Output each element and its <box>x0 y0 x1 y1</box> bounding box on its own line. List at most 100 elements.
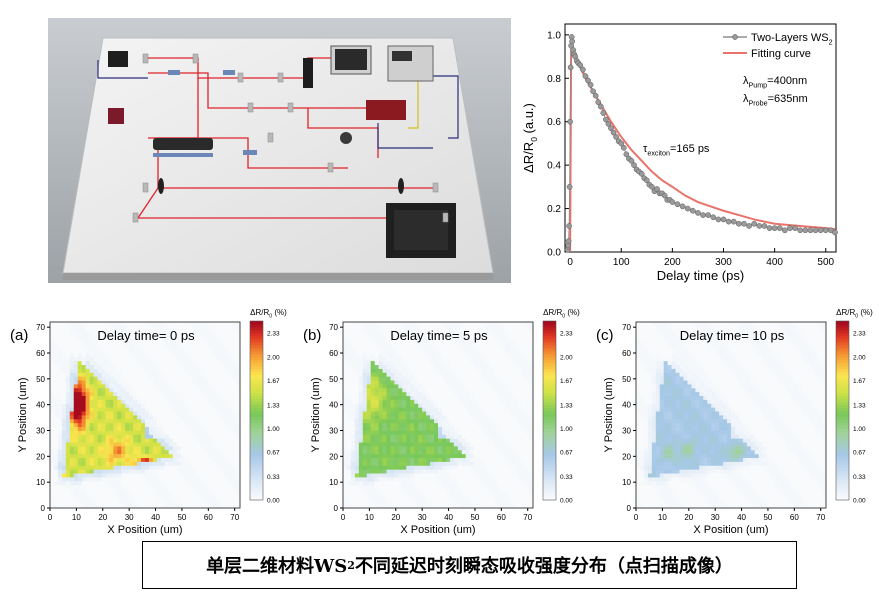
heatmap-cell <box>69 477 75 482</box>
heatmap-cell <box>137 434 142 439</box>
heatmap-cell <box>382 480 387 486</box>
heatmap-cell <box>220 395 225 400</box>
heatmap-cell <box>50 418 55 424</box>
heatmap-cell <box>398 349 403 354</box>
heatmap-cell <box>85 360 90 366</box>
heatmap-cell <box>493 457 498 462</box>
heatmap-cell <box>109 349 114 354</box>
heatmap-cell <box>636 446 641 451</box>
data-point <box>710 214 717 221</box>
heatmap-cell <box>113 341 118 346</box>
heatmap-cell <box>109 415 114 420</box>
heatmap-cell <box>176 360 182 366</box>
heatmap-cell <box>57 395 63 400</box>
heatmap-cell <box>228 415 233 420</box>
heatmap-cell <box>164 442 170 447</box>
heatmap-cell <box>525 322 530 327</box>
heatmap-cell <box>228 500 233 505</box>
heatmap-cell <box>346 426 352 431</box>
heatmap-cell <box>141 384 146 389</box>
colorbar-segment <box>543 410 556 414</box>
heatmap-cell <box>457 465 463 470</box>
heatmap-cell <box>505 356 510 362</box>
heatmap-cell <box>521 349 526 354</box>
heatmap-cell <box>129 411 134 416</box>
heatmap-cell <box>525 457 530 462</box>
heatmap-cell <box>505 403 510 408</box>
heatmap-cell <box>53 372 59 377</box>
heatmap-cell <box>453 418 459 424</box>
heatmap-cell <box>362 403 368 408</box>
heatmap-cell <box>152 473 158 478</box>
heatmap-cell <box>53 376 59 381</box>
heatmap-cell <box>346 453 352 459</box>
heatmap-cell <box>378 500 383 505</box>
heatmap-cell <box>445 376 451 381</box>
heatmap-cell <box>521 457 526 462</box>
heatmap-cell <box>69 376 75 381</box>
heatmap-cell <box>525 372 530 377</box>
heatmap-cell <box>414 387 419 393</box>
heatmap-cell <box>101 384 106 389</box>
heatmap-cell <box>493 325 498 331</box>
x-axis-label: X Position (um) <box>400 524 475 536</box>
heatmap-cell <box>97 449 102 455</box>
heatmap-cell <box>69 384 75 389</box>
heatmap-cell <box>69 461 75 466</box>
heatmap-cell <box>133 469 138 474</box>
heatmap-cell <box>426 364 431 369</box>
heatmap-cell <box>477 380 482 385</box>
heatmap-cell <box>378 434 383 439</box>
heatmap-cell <box>394 488 399 493</box>
heatmap-cell <box>77 457 83 462</box>
heatmap-cell <box>145 465 150 470</box>
heatmap-cell <box>192 341 197 346</box>
y-tick-label: 50 <box>36 375 45 384</box>
heatmap-cell <box>489 496 494 501</box>
heatmap-cell <box>445 322 451 327</box>
heatmap-cell <box>137 391 142 397</box>
heatmap-cell <box>77 411 83 416</box>
heatmap-cell <box>418 399 423 404</box>
heatmap-cell <box>636 349 641 354</box>
heatmap-cell <box>457 368 463 373</box>
heatmap-cell <box>378 372 383 377</box>
data-point <box>797 227 804 234</box>
heatmap-cell <box>449 403 455 408</box>
heatmap-cell <box>485 442 490 447</box>
heatmap-cell <box>145 426 150 431</box>
heatmap-cell <box>212 430 217 435</box>
heatmap-cell <box>358 438 364 443</box>
heatmap-cell <box>445 469 451 474</box>
heatmap-cell <box>81 399 87 404</box>
heatmap-cell <box>77 360 83 366</box>
heatmap-cell <box>148 333 154 338</box>
heatmap-cell <box>196 480 201 486</box>
heatmap-cell <box>521 500 526 505</box>
heatmap-cell <box>346 325 352 331</box>
heatmap-cell <box>224 395 229 400</box>
heatmap-cell <box>481 446 486 451</box>
heatmap-cell <box>129 376 134 381</box>
heatmap-cell <box>529 407 534 412</box>
heatmap-cell <box>509 504 514 509</box>
heatmap-cell <box>176 446 182 451</box>
heatmap-cell <box>509 399 514 404</box>
heatmap-cell <box>57 434 63 439</box>
x-tick-label: 40 <box>151 513 160 522</box>
heatmap-cell <box>434 364 439 369</box>
heatmap-cell <box>204 368 209 373</box>
heatmap-cell <box>358 418 364 424</box>
heatmap-cell <box>208 345 213 350</box>
heatmap-cell <box>176 465 182 470</box>
heatmap-cell <box>224 325 229 331</box>
heatmap-cell <box>485 407 490 412</box>
heatmap-cell <box>176 345 182 350</box>
heatmap-cells <box>343 322 534 509</box>
heatmap-cell <box>350 407 356 412</box>
data-point <box>582 73 589 79</box>
heatmap-cell <box>362 364 368 369</box>
heatmap-cell <box>422 415 427 420</box>
heatmap-cell <box>69 496 75 501</box>
heatmap-cell <box>125 376 130 381</box>
